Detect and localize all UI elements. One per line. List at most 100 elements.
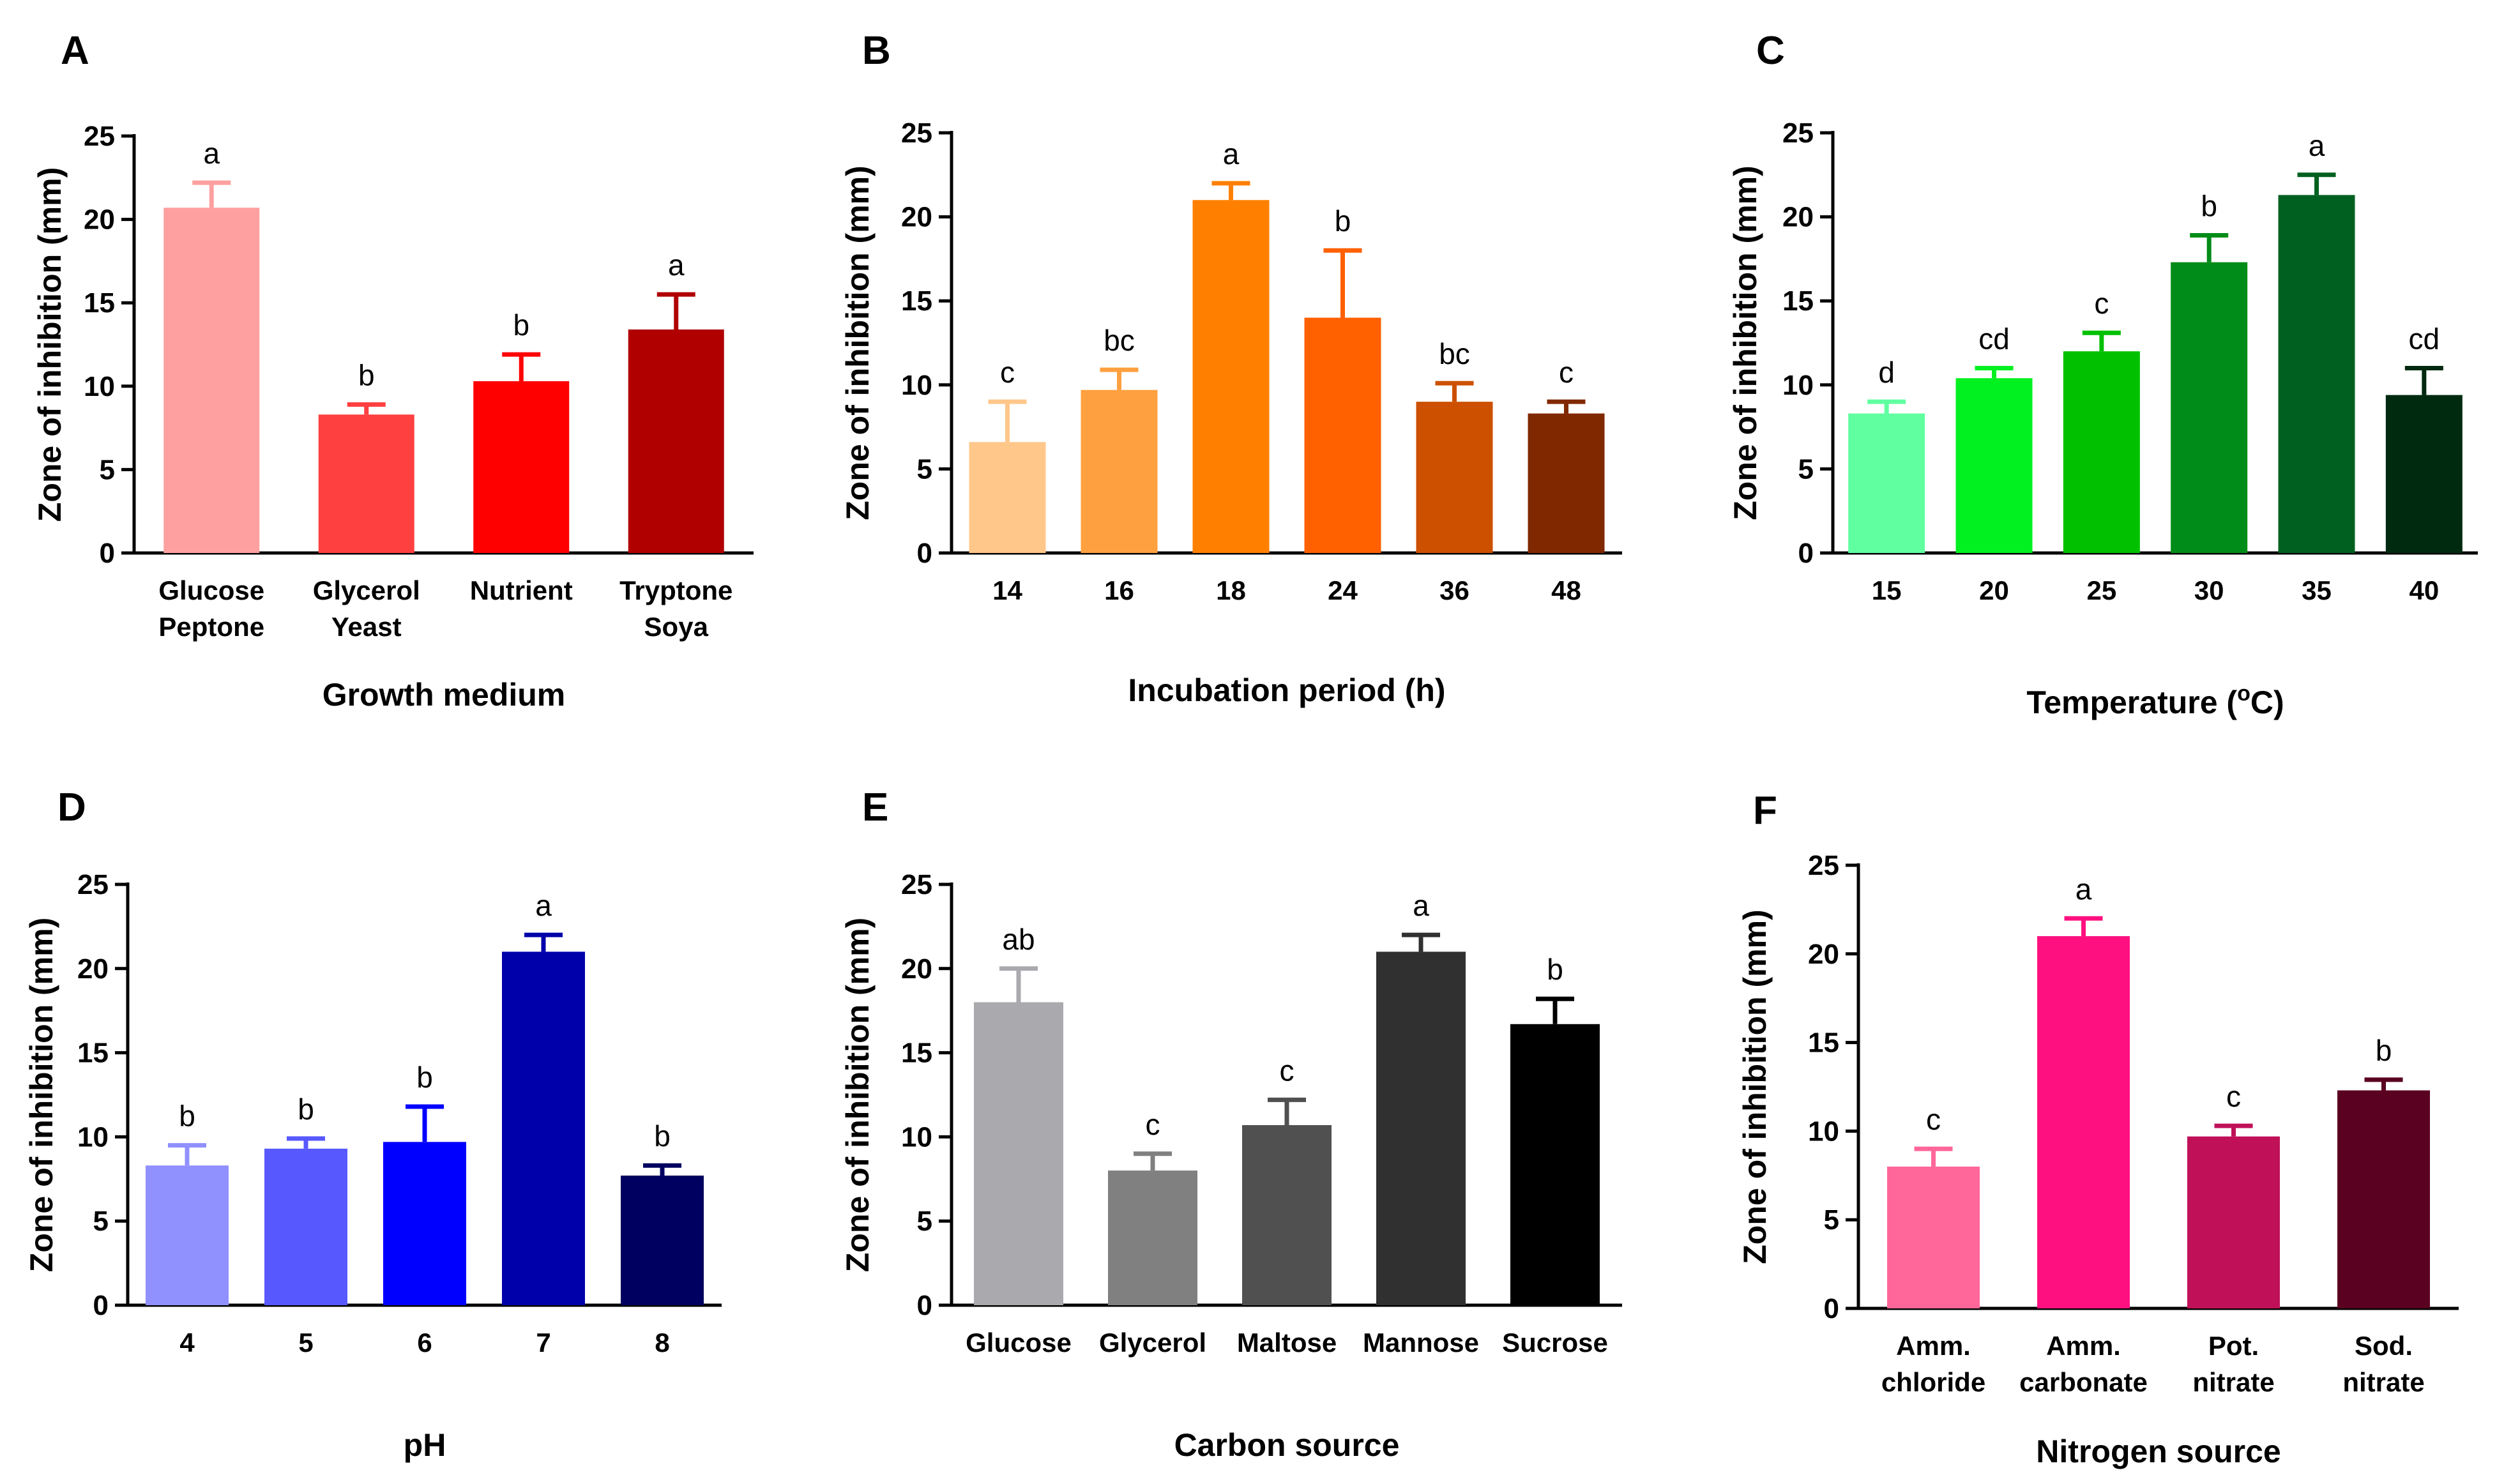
x-tick-label-line: Glycerol [313, 575, 420, 605]
x-tick-label-line: 30 [2194, 575, 2224, 605]
x-axis-label-part: Temperature ( [2026, 685, 2237, 720]
x-tick-label-line: 36 [1439, 575, 1469, 605]
x-tick-label-line: carbonate [2019, 1367, 2148, 1397]
x-tick-label-line: 16 [1104, 575, 1134, 605]
significance-letter: a [1223, 137, 1240, 170]
panel-a-chart: A 0 5 10 15 20 25 Zone of inhibition (mm) a Gluco… [32, 29, 754, 713]
x-tick-label-line: 20 [1979, 575, 2009, 605]
x-tick-label: 5 [298, 1328, 313, 1358]
y-tick-label: 25 [77, 869, 109, 900]
y-tick-label: 20 [901, 953, 932, 985]
y-tick-label: 5 [917, 1206, 932, 1237]
x-tick-label: Nutrient [470, 575, 573, 605]
x-tick-label-line: Soya [644, 612, 709, 642]
y-tick-label: 5 [1798, 453, 1814, 485]
y-axis-label: Zone of inhibition (mm) [32, 167, 68, 522]
y-tick-label: 5 [917, 453, 932, 485]
x-axis-label: pH [404, 1427, 446, 1463]
bar [1848, 413, 1925, 553]
x-tick-label: Mannose [1363, 1328, 1479, 1358]
y-tick-label: 5 [100, 454, 115, 485]
significance-letter: a [2076, 872, 2092, 905]
x-tick-label: 20 [1979, 575, 2009, 605]
x-tick-label-line: Amm. [1896, 1331, 1971, 1361]
x-tick-label: 6 [417, 1328, 432, 1358]
x-tick-label: 7 [536, 1328, 550, 1358]
x-tick-label: 15 [1872, 575, 1902, 605]
significance-letter: b [2201, 190, 2217, 223]
y-tick-label: 15 [77, 1038, 109, 1069]
bar [1376, 951, 1466, 1305]
y-tick-label: 20 [901, 202, 932, 233]
bar [2385, 395, 2463, 553]
significance-letter: a [535, 889, 552, 922]
panel-f-chart: F 0 5 10 15 20 25 Zone of inhibition (mm) c Amm. c… [1737, 789, 2459, 1469]
x-tick-label-line: Yeast [331, 612, 402, 642]
significance-letter: b [1335, 204, 1351, 238]
panel-letter: D [57, 785, 86, 829]
x-tick-label-line: Nutrient [470, 575, 573, 605]
significance-letter: cd [1978, 322, 2010, 355]
y-tick-label: 15 [84, 287, 115, 319]
x-tick-label-line: 35 [2302, 575, 2332, 605]
significance-letter: bc [1439, 337, 1470, 370]
significance-letter: a [203, 137, 220, 170]
bar [1108, 1170, 1197, 1305]
x-tick-label-line: Tryptone [619, 575, 732, 605]
x-axis-label-part: o [2237, 681, 2250, 706]
bar [974, 1002, 1063, 1305]
x-tick-label-line: 24 [1328, 575, 1358, 605]
y-tick-label: 0 [917, 538, 932, 569]
y-tick-label: 0 [93, 1290, 109, 1321]
y-tick-label: 10 [1782, 370, 1814, 401]
x-tick-label: Sod. nitrate [2342, 1331, 2424, 1397]
x-tick-label-line: chloride [1881, 1367, 1985, 1397]
x-tick-label-line: Sod. [2355, 1331, 2413, 1361]
x-tick-label-line: Glucose [158, 575, 264, 605]
bar [628, 329, 724, 553]
x-tick-label-line: Sucrose [1502, 1328, 1608, 1358]
y-tick-label: 10 [901, 1121, 932, 1153]
x-tick-label-line: Amm. [2046, 1331, 2121, 1361]
bar [2337, 1090, 2430, 1308]
significance-letter: c [2226, 1080, 2241, 1113]
x-tick-label-line: 40 [2409, 575, 2439, 605]
x-tick-label-line: Mannose [1363, 1328, 1479, 1358]
x-tick-label-line: Maltose [1237, 1328, 1337, 1358]
y-tick-label: 15 [1782, 285, 1814, 317]
y-tick-label: 10 [84, 371, 115, 402]
x-tick-label: Tryptone Soya [619, 575, 732, 642]
x-axis-label: Incubation period (h) [1128, 672, 1445, 708]
y-axis-label: Zone of inhibition (mm) [1737, 909, 1773, 1264]
bar [1955, 378, 2033, 553]
y-tick-label: 20 [77, 953, 109, 985]
significance-letter: c [1146, 1108, 1160, 1141]
bar [621, 1176, 704, 1305]
x-tick-label: 36 [1439, 575, 1469, 605]
y-tick-label: 0 [917, 1290, 932, 1321]
bar [2037, 936, 2130, 1308]
bar [1510, 1024, 1600, 1305]
y-axis-label: Zone of inhibition (mm) [1727, 165, 1763, 520]
y-axis-label: Zone of inhibition (mm) [24, 918, 59, 1272]
y-tick-label: 10 [901, 370, 932, 401]
significance-letter: c [1000, 356, 1015, 389]
y-tick-label: 25 [1782, 117, 1814, 149]
y-tick-label: 25 [1808, 850, 1839, 881]
x-tick-label-line: 18 [1216, 575, 1246, 605]
x-tick-label: Glucose Peptone [158, 575, 264, 642]
x-tick-label-line: 7 [536, 1328, 550, 1358]
panel-letter: E [862, 785, 888, 829]
bar [969, 442, 1046, 553]
bar [473, 381, 570, 553]
x-tick-label-line: 8 [655, 1328, 669, 1358]
y-tick-label: 25 [901, 117, 932, 149]
bar [1416, 402, 1493, 553]
x-tick-label: 40 [2409, 575, 2439, 605]
bar [2063, 351, 2140, 553]
bar [1242, 1124, 1332, 1305]
significance-letter: b [358, 359, 375, 392]
x-tick-label: 48 [1551, 575, 1581, 605]
